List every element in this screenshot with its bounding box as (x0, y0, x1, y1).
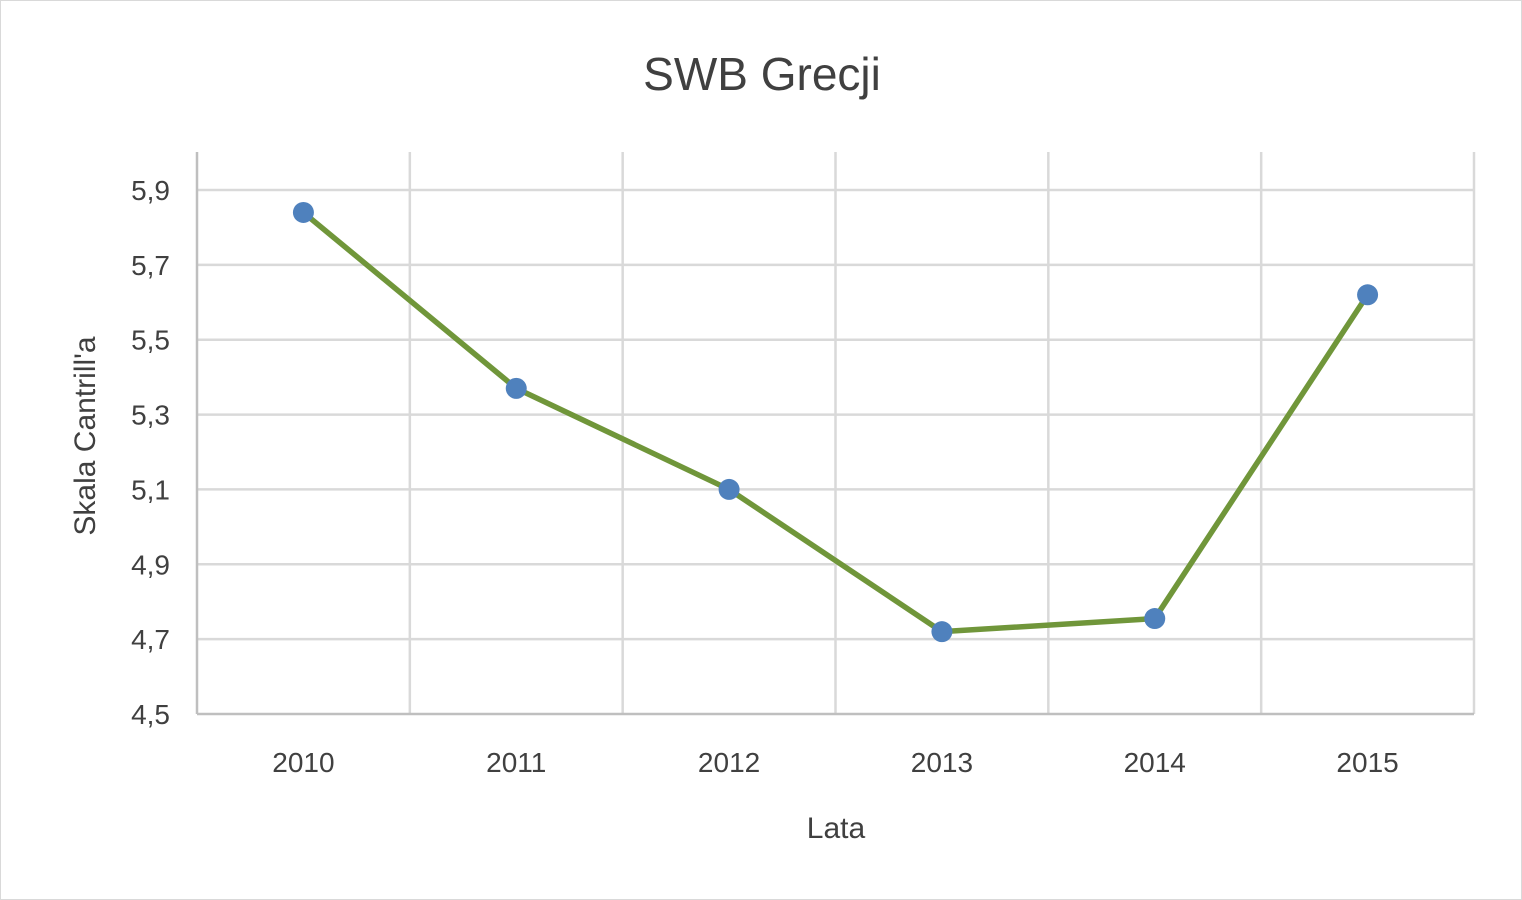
axes (195, 152, 1474, 716)
x-tick-label: 2010 (272, 747, 334, 778)
y-tick-label: 5,9 (131, 175, 170, 206)
x-tick-label: 2012 (698, 747, 760, 778)
y-tick-label: 5,7 (131, 250, 170, 281)
data-point (1144, 608, 1166, 630)
data-point (292, 201, 314, 223)
x-tick-label: 2014 (1124, 747, 1186, 778)
x-tick-label: 2011 (486, 747, 546, 778)
data-point (718, 478, 740, 500)
data-point (931, 621, 953, 643)
x-tick-labels: 2010 2011 2012 2013 2014 2015 (272, 747, 1398, 778)
y-axis-label: Skala Cantrill'a (69, 336, 102, 535)
y-tick-label: 4,9 (131, 549, 170, 580)
data-point (505, 377, 527, 399)
gridlines (197, 152, 1476, 714)
x-tick-label: 2015 (1336, 747, 1398, 778)
series-group (292, 201, 1379, 643)
series-line (300, 209, 1371, 635)
y-tick-label: 5,1 (131, 474, 170, 505)
data-point (1357, 284, 1379, 306)
y-tick-label: 5,3 (131, 400, 170, 431)
x-tick-label: 2013 (911, 747, 973, 778)
y-tick-labels: 4,5 4,7 4,9 5,1 5,3 5,5 5,7 5,9 (131, 175, 170, 730)
y-tick-label: 4,7 (131, 624, 170, 655)
chart-title: SWB Grecji (643, 48, 881, 100)
y-tick-label: 5,5 (131, 325, 170, 356)
y-tick-label: 4,5 (131, 699, 170, 730)
x-axis-label: Lata (807, 812, 866, 845)
